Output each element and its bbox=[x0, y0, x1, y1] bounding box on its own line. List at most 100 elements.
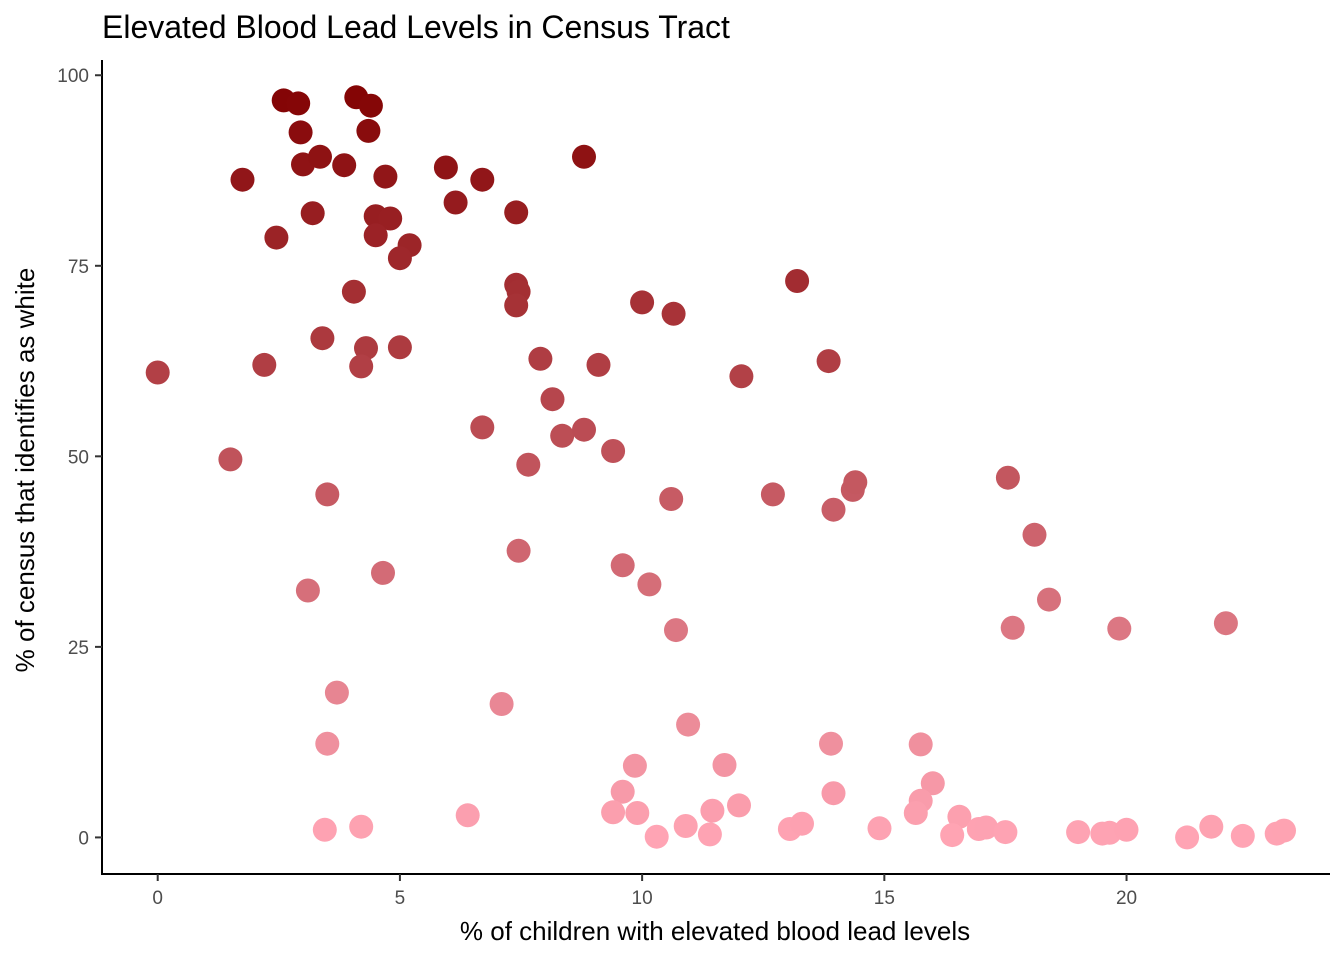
x-axis-ticks: 0 5 10 15 20 bbox=[152, 874, 1137, 909]
data-point-55 bbox=[506, 538, 531, 563]
data-point-79 bbox=[700, 798, 725, 823]
data-point-7 bbox=[308, 144, 332, 169]
data-point-73 bbox=[610, 779, 635, 804]
data-point-94 bbox=[974, 815, 999, 840]
data-point-48 bbox=[659, 487, 684, 511]
data-point-87 bbox=[673, 814, 698, 838]
data-point-95 bbox=[993, 820, 1018, 845]
data-point-49 bbox=[760, 482, 785, 507]
data-point-63 bbox=[1107, 616, 1132, 641]
data-point-3 bbox=[358, 93, 383, 118]
data-point-86 bbox=[644, 824, 669, 849]
data-point-104 bbox=[1272, 818, 1296, 843]
data-point-10 bbox=[572, 144, 596, 169]
data-point-53 bbox=[995, 465, 1020, 490]
data-point-81 bbox=[903, 801, 928, 825]
data-point-82 bbox=[947, 804, 972, 829]
data-point-99 bbox=[1114, 817, 1139, 842]
data-point-47 bbox=[315, 482, 340, 507]
data-point-12 bbox=[373, 164, 398, 189]
data-point-57 bbox=[371, 560, 395, 585]
data-point-64 bbox=[1213, 611, 1238, 636]
data-point-71 bbox=[622, 753, 647, 778]
data-point-23 bbox=[341, 279, 366, 304]
data-point-60 bbox=[1037, 587, 1061, 612]
y-axis-title: % of census that identifies as white bbox=[10, 268, 40, 673]
data-point-92 bbox=[940, 823, 965, 848]
data-point-44 bbox=[601, 439, 626, 463]
data-point-69 bbox=[819, 731, 843, 756]
data-point-33 bbox=[349, 354, 374, 379]
data-point-20 bbox=[363, 223, 388, 248]
data-point-36 bbox=[528, 346, 553, 371]
data-point-72 bbox=[712, 753, 737, 777]
data-point-74 bbox=[821, 781, 846, 806]
data-point-27 bbox=[785, 269, 810, 293]
data-point-54 bbox=[1022, 522, 1047, 547]
data-point-58 bbox=[637, 572, 662, 597]
data-point-31 bbox=[354, 336, 378, 361]
y-tick-label-75: 75 bbox=[68, 257, 89, 278]
data-point-34 bbox=[145, 360, 170, 385]
chart-title: Elevated Blood Lead Levels in Census Tra… bbox=[102, 9, 730, 45]
data-point-15 bbox=[300, 201, 325, 226]
x-tick-label-10: 10 bbox=[632, 888, 653, 909]
y-tick-label-25: 25 bbox=[68, 638, 89, 659]
data-point-84 bbox=[312, 817, 337, 842]
data-point-75 bbox=[920, 771, 945, 796]
data-point-42 bbox=[550, 423, 575, 448]
data-point-13 bbox=[470, 167, 495, 192]
data-point-46 bbox=[516, 452, 541, 477]
data-point-9 bbox=[433, 155, 458, 180]
data-point-19 bbox=[264, 225, 289, 250]
data-point-28 bbox=[630, 290, 655, 315]
data-point-4 bbox=[288, 120, 313, 145]
data-point-96 bbox=[1066, 820, 1091, 845]
data-point-65 bbox=[324, 680, 349, 705]
data-point-40 bbox=[540, 387, 565, 412]
data-point-61 bbox=[664, 618, 688, 643]
y-tick-label-100: 100 bbox=[57, 66, 89, 87]
data-point-45 bbox=[218, 447, 243, 472]
data-point-17 bbox=[378, 206, 403, 231]
x-tick-label-5: 5 bbox=[395, 888, 406, 909]
data-point-88 bbox=[697, 822, 722, 847]
points-layer bbox=[145, 85, 1296, 850]
data-point-38 bbox=[729, 364, 754, 389]
data-point-91 bbox=[867, 816, 892, 841]
data-point-32 bbox=[387, 335, 412, 360]
data-point-41 bbox=[470, 415, 495, 440]
data-point-39 bbox=[816, 349, 841, 374]
data-point-8 bbox=[332, 153, 357, 178]
data-point-5 bbox=[356, 118, 381, 143]
x-axis-title: % of children with elevated blood lead l… bbox=[460, 916, 970, 946]
data-point-70 bbox=[908, 732, 933, 757]
data-point-100 bbox=[1175, 825, 1200, 850]
data-point-56 bbox=[610, 553, 635, 578]
data-point-29 bbox=[661, 301, 686, 326]
data-point-37 bbox=[586, 352, 611, 377]
data-point-59 bbox=[295, 578, 320, 603]
x-tick-label-20: 20 bbox=[1116, 888, 1137, 909]
data-point-101 bbox=[1199, 814, 1224, 839]
x-tick-label-0: 0 bbox=[152, 888, 163, 909]
data-point-26 bbox=[504, 293, 529, 318]
data-point-78 bbox=[625, 801, 650, 825]
y-tick-label-0: 0 bbox=[78, 828, 89, 849]
data-point-22 bbox=[387, 246, 412, 271]
data-point-14 bbox=[443, 190, 468, 215]
data-point-51 bbox=[843, 470, 868, 495]
data-point-102 bbox=[1230, 823, 1255, 848]
data-point-62 bbox=[1000, 615, 1025, 640]
x-tick-label-15: 15 bbox=[874, 888, 895, 909]
data-point-52 bbox=[821, 497, 846, 522]
data-point-83 bbox=[455, 803, 480, 828]
data-point-11 bbox=[230, 167, 255, 192]
data-point-80 bbox=[727, 793, 751, 818]
data-point-30 bbox=[310, 326, 335, 351]
data-point-85 bbox=[349, 814, 374, 839]
data-point-66 bbox=[489, 692, 514, 716]
y-axis-ticks: 0 25 50 75 100 bbox=[57, 66, 102, 849]
